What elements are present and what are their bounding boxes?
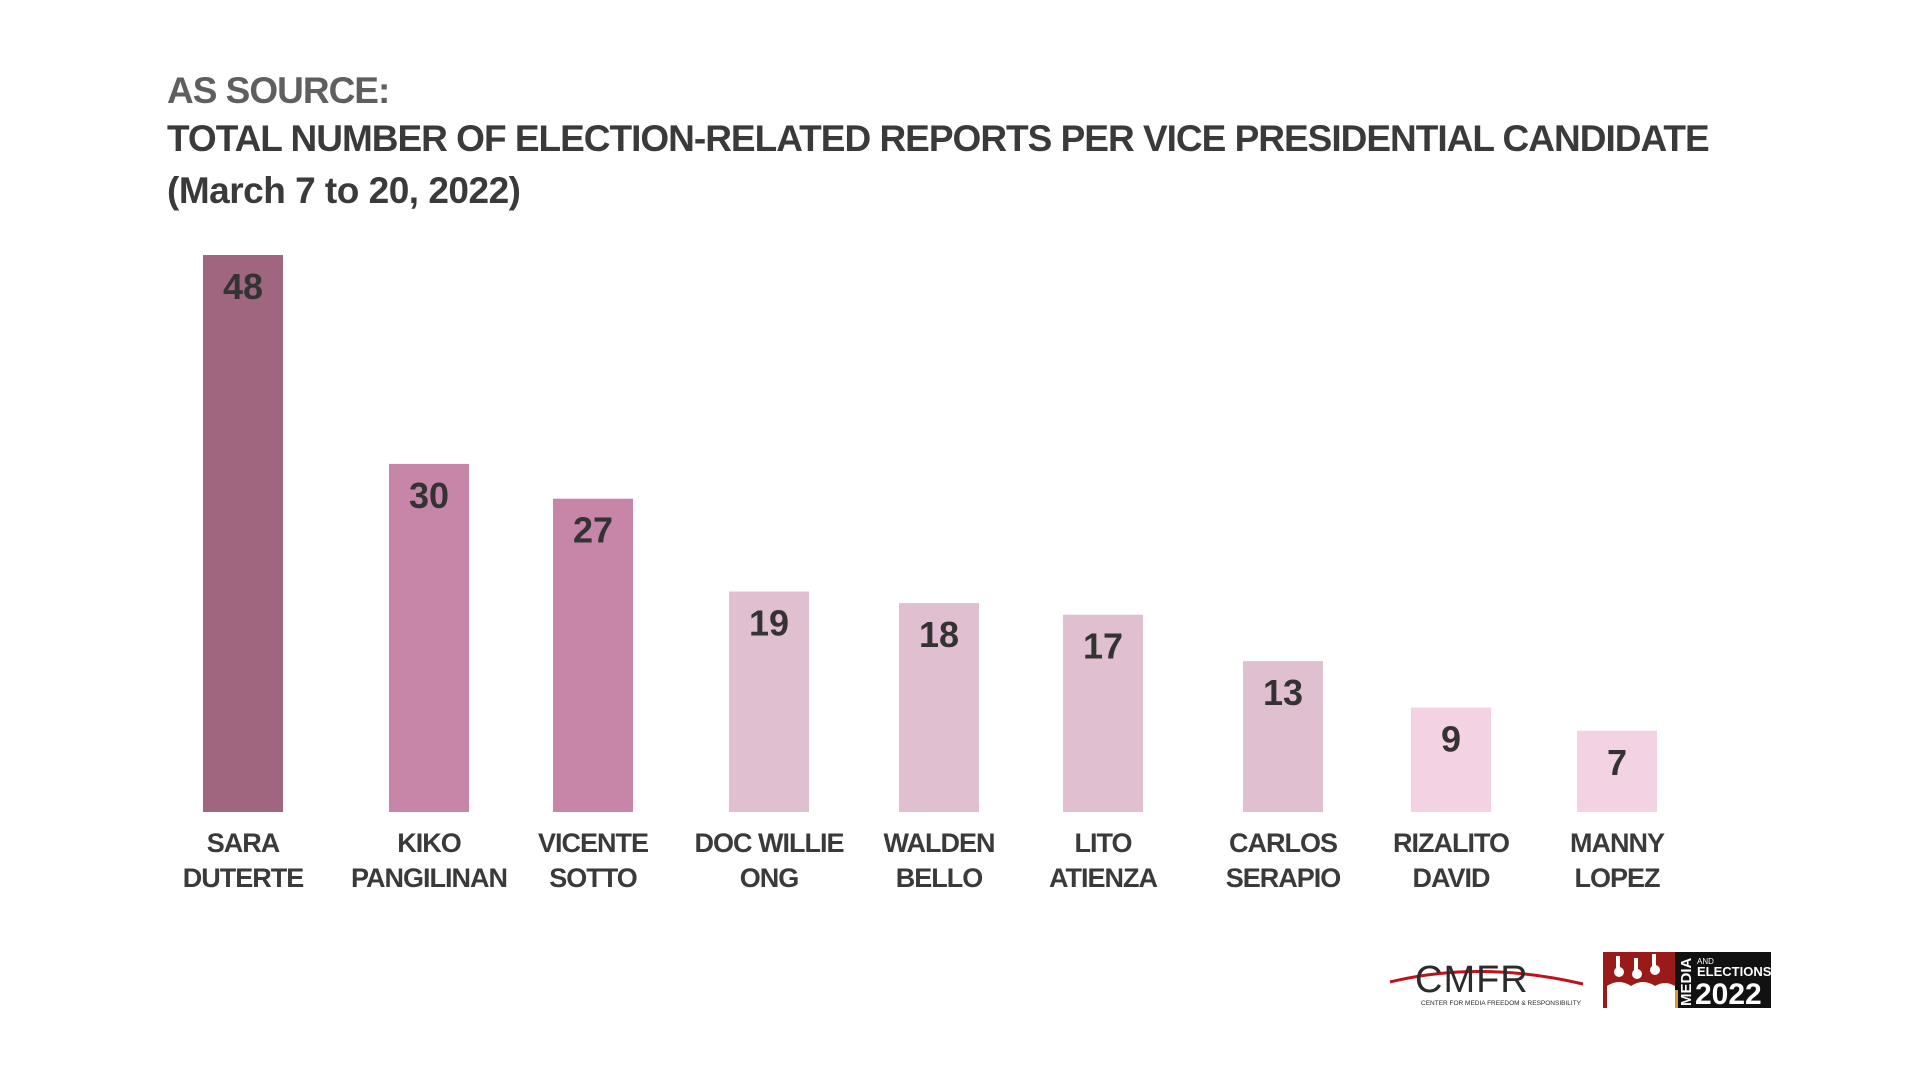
data-label-5: 17 [1083, 626, 1123, 667]
bar-5 [1063, 614, 1143, 812]
bar-4 [899, 603, 979, 812]
media-elections-year: 2022 [1695, 978, 1762, 1010]
bar-1 [389, 463, 469, 812]
category-label-3-line-0: DOC WILLIE [695, 828, 844, 858]
category-label-0-line-1: DUTERTE [183, 863, 304, 893]
cmfr-logo: CMFR CENTER FOR MEDIA FREEDOM & RESPONSI… [1389, 959, 1584, 1007]
media-and-text: AND [1697, 957, 1714, 966]
category-label-3-line-1: ONG [740, 863, 799, 893]
media-elections-logo: MEDIA AND ELECTIONS 2022 [1603, 952, 1772, 1010]
chart-subtitle: (March 7 to 20, 2022) [167, 170, 521, 211]
bar-chart: 48 SARA DUTERTE 30 KIKO PANGILINAN 27 VICENTE SO… [183, 255, 1666, 893]
category-label-5-line-1: ATIENZA [1049, 863, 1157, 893]
bar-0 [203, 255, 283, 812]
data-label-1: 30 [409, 475, 449, 516]
data-label-6: 13 [1263, 672, 1303, 713]
bar-8 [1577, 730, 1657, 812]
media-vertical-text: MEDIA [1678, 958, 1695, 1007]
category-label-5-line-0: LITO [1074, 828, 1131, 858]
category-label-2-line-1: SOTTO [549, 863, 637, 893]
data-label-7: 9 [1441, 719, 1461, 760]
category-label-2-line-0: VICENTE [538, 828, 648, 858]
category-label-7-line-1: DAVID [1412, 863, 1490, 893]
category-label-8-line-0: MANNY [1570, 828, 1665, 858]
logo-group: CMFR CENTER FOR MEDIA FREEDOM & RESPONSI… [1389, 952, 1772, 1010]
data-label-2: 27 [573, 510, 613, 551]
category-label-0-line-0: SARA [207, 828, 280, 858]
data-label-3: 19 [749, 603, 789, 644]
category-label-6-line-0: CARLOS [1229, 828, 1337, 858]
cmfr-swoosh [1389, 969, 1584, 986]
category-label-4-line-1: BELLO [896, 863, 983, 893]
media-elections-word: ELECTIONS [1697, 964, 1772, 979]
cmfr-logo-text: CMFR [1415, 959, 1529, 1001]
data-label-8: 7 [1607, 742, 1627, 783]
category-label-1-line-0: KIKO [397, 828, 461, 858]
category-label-7-line-0: RIZALITO [1393, 828, 1509, 858]
data-label-4: 18 [919, 614, 959, 655]
raised-hands-icon [1607, 954, 1675, 1008]
category-label-1-line-1: PANGILINAN [351, 863, 507, 893]
cmfr-logo-tagline: CENTER FOR MEDIA FREEDOM & RESPONSIBILIT… [1421, 1000, 1582, 1007]
category-label-4-line-0: WALDEN [884, 828, 995, 858]
bar-2 [553, 498, 633, 812]
chart-title: TOTAL NUMBER OF ELECTION-RELATED REPORTS… [167, 118, 1710, 159]
bar-6 [1243, 661, 1323, 812]
category-label-6-line-1: SERAPIO [1226, 863, 1341, 893]
bar-7 [1411, 707, 1491, 812]
chart-kicker: AS SOURCE: [167, 70, 390, 111]
category-label-8-line-1: LOPEZ [1574, 863, 1660, 893]
data-label-0: 48 [223, 266, 263, 307]
bar-3 [729, 591, 809, 812]
